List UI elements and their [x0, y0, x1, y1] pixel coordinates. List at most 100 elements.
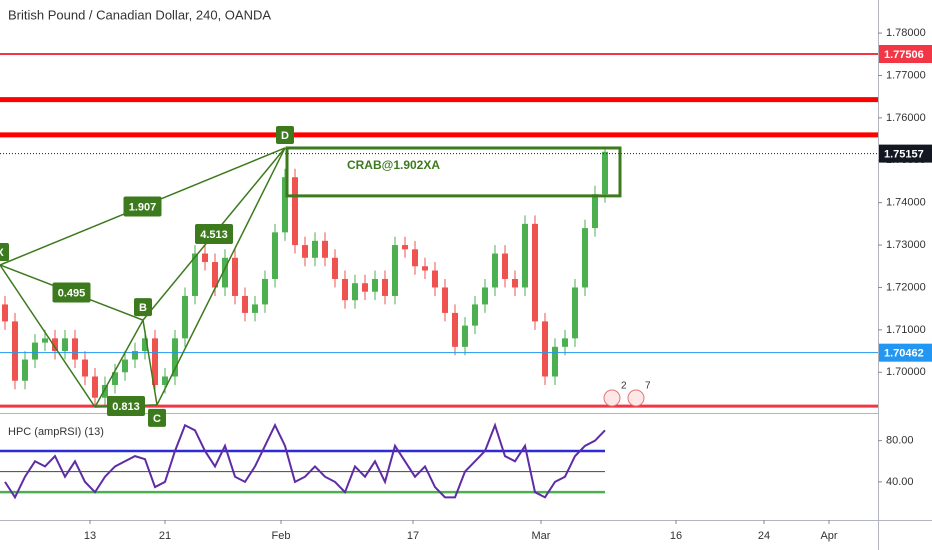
point-label-bg — [148, 408, 166, 427]
point-label: D — [281, 130, 289, 142]
candle-body — [602, 151, 608, 195]
y-tick-label: 1.74000 — [886, 197, 926, 209]
candle-body — [442, 287, 448, 313]
candle-body — [572, 287, 578, 339]
candle-body — [372, 278, 378, 292]
point-label-bg — [134, 298, 152, 317]
candle-body — [62, 338, 68, 352]
candle-body — [12, 321, 18, 381]
candle-body — [402, 245, 408, 250]
candle-body — [522, 223, 528, 288]
ratio-label: 1.907 — [129, 201, 157, 213]
y-tick-label: 1.72000 — [886, 281, 926, 293]
price-label-bg — [879, 144, 932, 163]
candle-body — [262, 278, 268, 305]
pattern-leg — [0, 264, 96, 408]
price-label: 1.77506 — [884, 49, 924, 61]
candle-body — [182, 295, 188, 339]
candle-body — [232, 257, 238, 296]
y-tick-label: 40.00 — [886, 476, 914, 488]
indicator-line — [4, 422, 606, 500]
ratio-label: 0.495 — [58, 287, 86, 299]
candle-body — [562, 338, 568, 347]
candle-body — [212, 262, 218, 288]
candle-body — [102, 384, 108, 398]
indicator-title: HPC (ampRSI) (13) — [8, 426, 104, 438]
candle-body — [272, 232, 278, 279]
candle-body — [292, 177, 298, 246]
candle-body — [472, 304, 478, 326]
candle-body — [592, 194, 598, 229]
pattern-leg — [94, 319, 144, 408]
x-tick-label: 24 — [758, 530, 770, 542]
x-tick-label: Feb — [272, 530, 291, 542]
candle-body — [532, 223, 538, 322]
candle-body — [382, 278, 388, 296]
candle-body — [172, 338, 178, 377]
candle-body — [242, 295, 248, 313]
x-tick-label: 17 — [407, 530, 419, 542]
candle-body — [582, 228, 588, 288]
candle-body — [162, 376, 168, 385]
pattern-leg — [156, 147, 286, 406]
candle-body — [492, 253, 498, 288]
price-label-bg — [879, 343, 932, 362]
candle-body — [122, 359, 128, 373]
point-label: X — [0, 247, 4, 259]
y-tick-label: 1.70000 — [886, 366, 926, 378]
candle-body — [2, 304, 8, 322]
candle-body — [202, 253, 208, 263]
y-tick-label: 1.76000 — [886, 112, 926, 124]
candle-body — [42, 338, 48, 343]
candle-body — [332, 257, 338, 279]
candle-body — [552, 346, 558, 377]
candle-body — [462, 325, 468, 347]
candle-body — [82, 359, 88, 377]
event-count: 7 — [645, 381, 651, 392]
candle-body — [432, 270, 438, 288]
point-label: B — [139, 302, 147, 314]
candle-body — [192, 253, 198, 296]
candles — [2, 147, 608, 407]
candle-body — [482, 287, 488, 305]
candle-body — [422, 266, 428, 271]
event-icon — [603, 389, 621, 407]
y-tick-label: 1.71000 — [886, 324, 926, 336]
point-label: C — [153, 413, 161, 425]
candle-body — [132, 351, 138, 360]
x-tick-label: 16 — [670, 530, 682, 542]
event-icon — [627, 389, 645, 407]
candle-body — [512, 278, 518, 288]
candle-body — [32, 342, 38, 360]
point-label-bg — [0, 242, 9, 261]
price-label: 1.75157 — [884, 149, 924, 161]
x-tick-label: Mar — [532, 530, 551, 542]
candle-body — [72, 338, 78, 360]
candle-body — [92, 376, 98, 398]
candle-body — [342, 278, 348, 301]
candle-body — [302, 245, 308, 258]
price-label-bg — [879, 45, 932, 64]
candle-body — [142, 338, 148, 352]
candle-body — [452, 312, 458, 347]
ratio-label-bg — [123, 196, 162, 217]
point-label-bg — [276, 125, 294, 144]
candle-body — [252, 304, 258, 313]
x-tick-label: 13 — [84, 530, 96, 542]
candle-body — [412, 249, 418, 267]
ratio-label: 0.813 — [112, 401, 140, 413]
x-tick-label: Apr — [820, 530, 837, 542]
pattern-box — [285, 146, 622, 198]
event-count: 2 — [621, 381, 627, 392]
candle-body — [502, 253, 508, 279]
candle-body — [112, 372, 118, 385]
candle-body — [52, 338, 58, 352]
candle-body — [392, 245, 398, 296]
chart-title: British Pound / Canadian Dollar, 240, OA… — [8, 7, 271, 22]
candle-body — [322, 240, 328, 258]
candle-body — [542, 321, 548, 377]
ratio-label-bg — [52, 282, 91, 303]
